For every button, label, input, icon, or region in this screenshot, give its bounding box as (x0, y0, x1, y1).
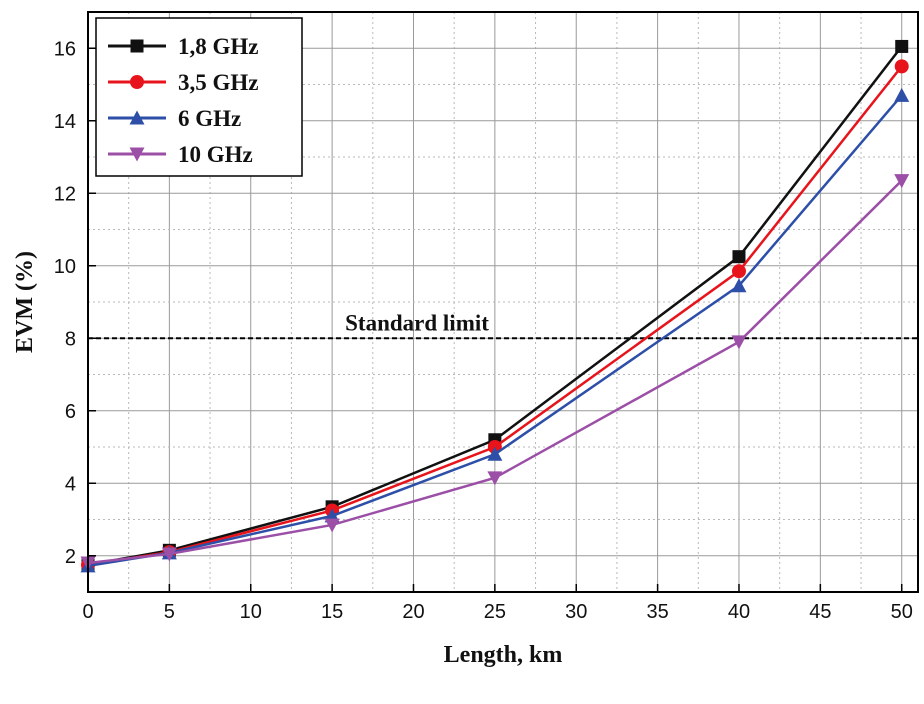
x-tick-label: 10 (240, 601, 262, 623)
x-tick-label: 50 (891, 601, 913, 623)
series-lines (80, 39, 910, 573)
data-point (487, 471, 503, 486)
x-tick-label: 20 (402, 601, 424, 623)
x-axis-title: Length, km (444, 642, 563, 668)
axis-ticks: 0 5 10 15 20 25 30 35 40 45 50 2 4 6 8 10 12 14 16 (54, 38, 913, 623)
legend-marker (130, 75, 144, 89)
legend: 1,8 GHz 3,5 GHz 6 GHz 10 GHz (95, 17, 303, 177)
data-point (487, 446, 503, 461)
x-tick-label: 5 (164, 601, 175, 623)
legend-label: 6 GHz (178, 106, 241, 131)
data-point (161, 547, 177, 562)
y-tick-label: 12 (54, 183, 76, 205)
legend-label: 3,5 GHz (178, 70, 259, 95)
data-point (324, 518, 340, 533)
y-axis-title: EVM (%) (12, 251, 38, 353)
legend-marker (130, 39, 144, 53)
y-tick-label: 8 (65, 328, 76, 350)
x-tick-label: 25 (484, 601, 506, 623)
data-point (895, 39, 909, 53)
standard-limit-label: Standard limit (345, 310, 489, 335)
y-tick-label: 4 (65, 473, 76, 495)
x-tick-label: 40 (728, 601, 750, 623)
x-tick-label: 15 (321, 601, 343, 623)
x-tick-label: 45 (809, 601, 831, 623)
data-point (894, 174, 910, 189)
x-tick-label: 30 (565, 601, 587, 623)
series-line (87, 179, 903, 565)
data-point (731, 335, 747, 350)
series-4 (80, 174, 910, 571)
y-tick-label: 2 (65, 546, 76, 568)
series-line (87, 45, 903, 567)
y-tick-label: 6 (65, 401, 76, 423)
data-point (731, 278, 747, 293)
legend-box (95, 17, 303, 177)
x-tick-label: 35 (646, 601, 668, 623)
data-point (731, 264, 746, 279)
data-point (894, 59, 909, 74)
data-point (894, 87, 910, 102)
data-point (732, 250, 746, 264)
legend-label: 1,8 GHz (178, 34, 259, 59)
plot-frame (87, 11, 919, 593)
legend-marker (129, 147, 145, 162)
legend-marker (129, 110, 145, 125)
x-tick-label: 0 (82, 601, 93, 623)
y-tick-label: 14 (54, 111, 76, 133)
y-tick-label: 10 (54, 256, 76, 278)
y-tick-label: 16 (54, 38, 76, 60)
standard-limit-group: Standard limit (88, 310, 918, 340)
legend-label: 10 GHz (178, 142, 253, 167)
